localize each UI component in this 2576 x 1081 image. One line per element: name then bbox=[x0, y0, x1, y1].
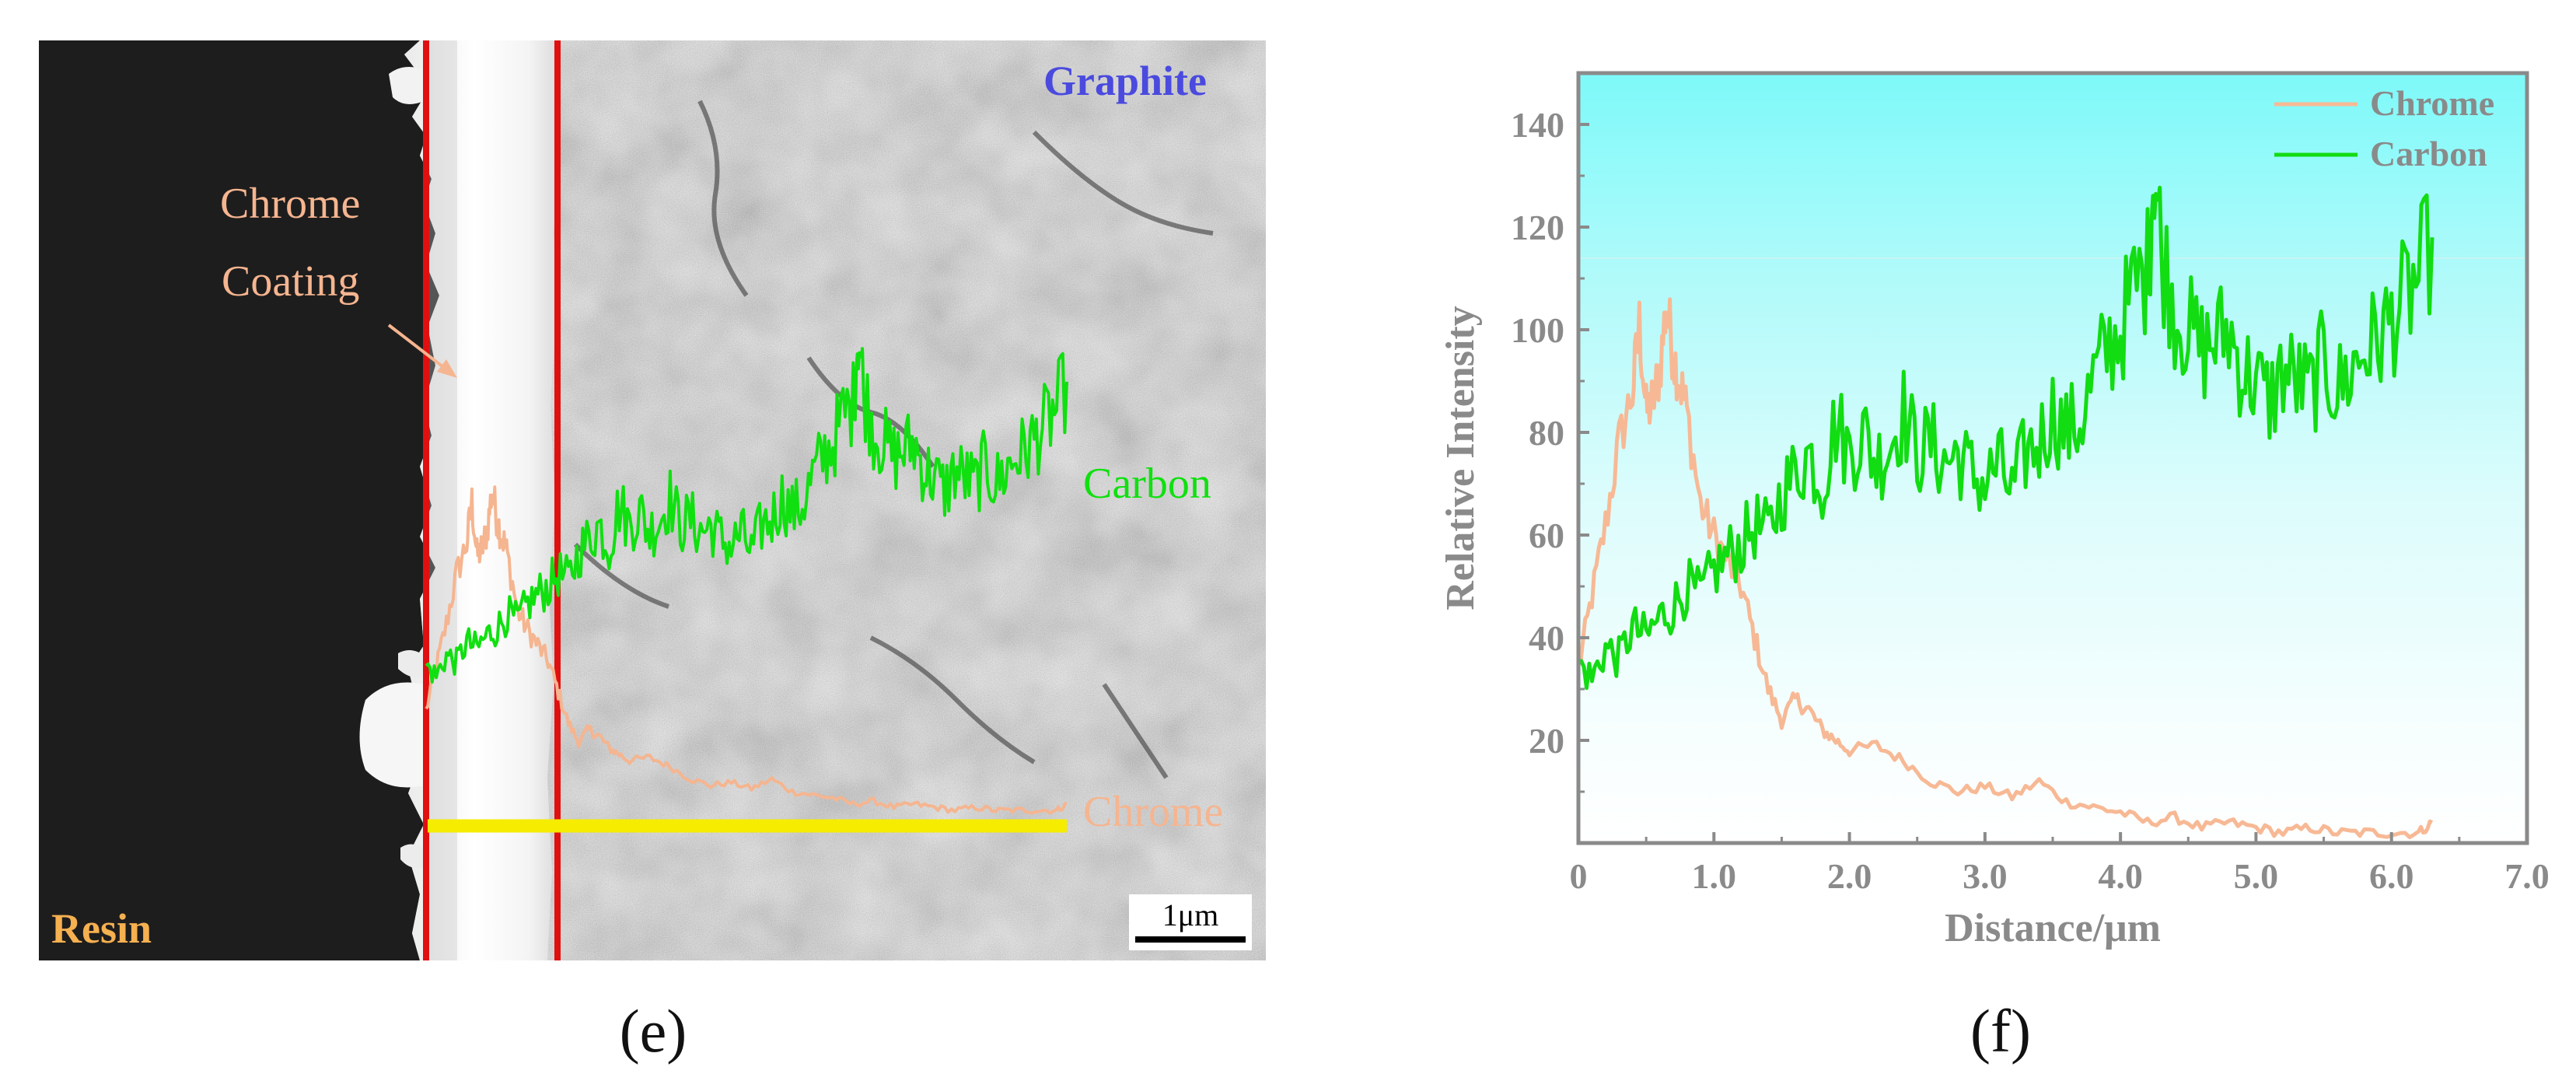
chrome-overlay-trace bbox=[425, 485, 1068, 815]
panel-e-caption: (e) bbox=[620, 997, 687, 1065]
chrome-coating-label-line2: Coating bbox=[222, 257, 359, 306]
chrome-trace-label: Chrome bbox=[1083, 788, 1223, 836]
carbon-overlay-trace bbox=[425, 347, 1068, 684]
x-tick-label: 0 bbox=[1570, 856, 1588, 896]
y-axis: 20 40 60 80 100 120 140 bbox=[1511, 105, 1589, 793]
x-tick-label: 7.0 bbox=[2504, 856, 2550, 896]
x-axis-title: Distance/μm bbox=[1945, 906, 2161, 950]
x-axis: 0 1.0 2.0 3.0 4.0 5.0 6.0 7.0 bbox=[1570, 832, 2550, 896]
x-tick-label: 2.0 bbox=[1827, 856, 1872, 896]
carbon-trace-label: Carbon bbox=[1083, 460, 1211, 508]
graphite-cracks bbox=[573, 100, 1214, 779]
coating-particle bbox=[359, 682, 424, 788]
series-line-carbon bbox=[1578, 185, 2434, 691]
x-tick-label: 5.0 bbox=[2234, 856, 2279, 896]
legend-label-carbon: Carbon bbox=[2370, 134, 2487, 173]
sem-micrograph-panel: Graphite Chrome Coating Carbon Chrome Re… bbox=[39, 40, 1266, 1065]
y-tick-label: 120 bbox=[1511, 208, 1564, 247]
resin-label: Resin bbox=[51, 905, 152, 952]
y-tick-label: 60 bbox=[1529, 516, 1564, 555]
plot-area bbox=[1578, 73, 2527, 843]
x-tick-label: 4.0 bbox=[2098, 856, 2143, 896]
legend-label-chrome: Chrome bbox=[2370, 83, 2494, 123]
graphite-label: Graphite bbox=[1043, 58, 1207, 104]
y-tick-label: 100 bbox=[1511, 310, 1564, 350]
y-tick-label: 40 bbox=[1529, 618, 1564, 658]
x-tick-label: 1.0 bbox=[1692, 856, 1737, 896]
chrome-coating-region bbox=[404, 40, 560, 960]
coating-particle bbox=[398, 650, 426, 678]
scale-bar-label: 1μm bbox=[1162, 897, 1219, 932]
coating-particle bbox=[389, 67, 424, 104]
resin-region bbox=[39, 40, 439, 960]
y-tick-label: 80 bbox=[1529, 413, 1564, 453]
series-line-chrome bbox=[1578, 297, 2434, 840]
x-tick-label: 3.0 bbox=[1963, 856, 2008, 896]
chrome-coating-label-line1: Chrome bbox=[220, 180, 360, 228]
coating-arrowhead bbox=[437, 359, 457, 378]
legend: Chrome Carbon bbox=[2274, 83, 2494, 173]
y-tick-label: 20 bbox=[1529, 721, 1564, 761]
coating-arrow bbox=[387, 324, 451, 373]
linescan-chart-panel: 0 1.0 2.0 3.0 4.0 5.0 6.0 7.0 20 40 60 80 100 120 140… bbox=[1438, 71, 2550, 1065]
y-axis-title: Relative Intensity bbox=[1438, 306, 1483, 610]
panel-f-caption: (f) bbox=[1970, 997, 2031, 1065]
y-tick-label: 140 bbox=[1511, 105, 1564, 145]
x-tick-label: 6.0 bbox=[2369, 856, 2414, 896]
coating-particle bbox=[400, 844, 424, 869]
coating-shadow bbox=[426, 40, 457, 960]
